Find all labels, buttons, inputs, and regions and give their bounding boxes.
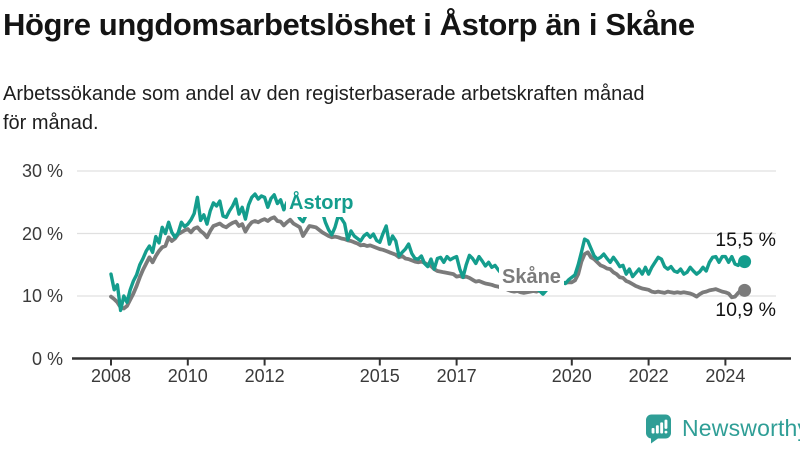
y-tick-label-0: 0 % — [31, 348, 63, 369]
x-tick-label-2017: 2017 — [436, 366, 477, 386]
series-line-åstorp — [109, 192, 747, 313]
x-tick-label-2022: 2022 — [628, 366, 669, 386]
series-label-skane: Skåne — [499, 263, 564, 291]
newsworthy-icon — [646, 414, 671, 444]
newsworthy-wordmark: Newsworthy — [682, 415, 800, 441]
x-tick-label-2012: 2012 — [244, 366, 285, 386]
chart-subtitle-line2: för månad. — [3, 112, 99, 134]
y-tick-label-30: 30 % — [21, 161, 63, 181]
series-label-astorp: Åstorp — [286, 189, 357, 217]
y-tick-label-20: 20 % — [21, 223, 63, 244]
x-tick-label-2015: 2015 — [359, 366, 400, 386]
x-tick-label-2008: 2008 — [90, 366, 132, 386]
end-value-label-skane: 10,9 % — [715, 299, 776, 321]
series-end-dot-skåne — [738, 283, 752, 297]
series-end-dot-åstorp — [738, 255, 752, 269]
chart-subtitle-line1: Arbetssökande som andel av den registerb… — [3, 83, 645, 105]
x-tick-label-2010: 2010 — [167, 366, 208, 386]
chart-title: Högre ungdomsarbetslöshet i Åstorp än i … — [3, 7, 695, 42]
newsworthy-logo: Newsworthy — [645, 413, 800, 444]
x-tick-label-2024: 2024 — [705, 366, 746, 386]
chart-subtitle: Arbetssökande som andel av den registerb… — [3, 80, 795, 138]
x-tick-label-2020: 2020 — [551, 366, 592, 386]
y-tick-label-10: 10 % — [21, 286, 63, 306]
end-value-label-astorp: 15,5 % — [715, 229, 776, 251]
